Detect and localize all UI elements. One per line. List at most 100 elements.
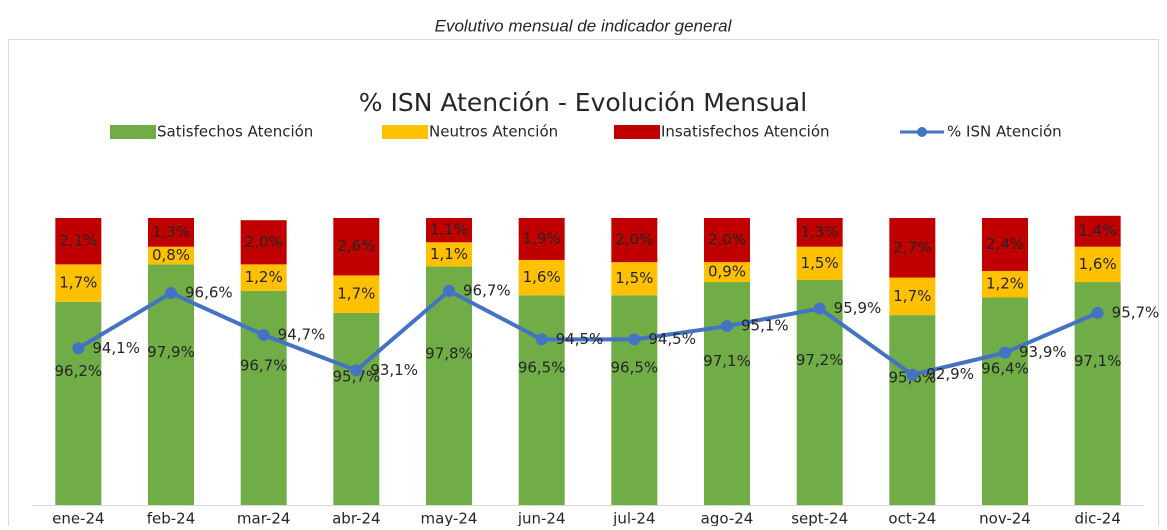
- caption: Evolutivo mensual de indicador general: [435, 16, 733, 35]
- bar-value-label: 97,8%: [425, 344, 473, 362]
- bar-value-label: 2,0%: [708, 231, 746, 249]
- bar-segment: [611, 295, 658, 505]
- bar-segment: [611, 218, 658, 263]
- bar-value-label: 0,9%: [708, 263, 746, 281]
- line-marker: [999, 346, 1011, 359]
- chart-title: % ISN Atención - Evolución Mensual: [359, 88, 807, 117]
- bar-segment: [889, 315, 936, 505]
- bar-value-label: 2,6%: [337, 237, 375, 255]
- bar-value-label: 1,3%: [152, 223, 190, 241]
- bar-segment: [426, 242, 472, 267]
- line-marker: [535, 333, 548, 346]
- line-value-label: 93,1%: [370, 361, 418, 379]
- bar-segment: [518, 295, 565, 505]
- line-value-label: 94,5%: [556, 330, 604, 348]
- line-value-label: 95,1%: [741, 317, 789, 335]
- legend-swatch: [614, 125, 660, 139]
- bar-value-label: 1,5%: [801, 254, 839, 272]
- bar-segment: [704, 282, 750, 505]
- bar-value-label: 1,7%: [59, 274, 97, 292]
- bar-segment: [148, 218, 194, 247]
- bar-value-label: 1,6%: [523, 268, 561, 286]
- bar-segment: [796, 246, 843, 280]
- bar-segment: [982, 297, 1028, 505]
- line-value-label: 95,9%: [834, 299, 882, 317]
- bar-value-label: 1,6%: [1079, 255, 1117, 273]
- line-marker: [443, 284, 455, 297]
- bar-value-label: 97,1%: [703, 352, 751, 370]
- bar-value-label: 97,2%: [796, 351, 844, 369]
- line-value-label: 93,9%: [1019, 343, 1067, 361]
- line-marker: [1091, 306, 1104, 319]
- bar-segment: [889, 277, 936, 316]
- bar-value-label: 1,2%: [245, 268, 283, 286]
- bar-segment: [889, 218, 936, 278]
- bar-segment: [518, 218, 565, 260]
- legend-marker: [917, 127, 927, 137]
- bar-segment: [426, 218, 472, 243]
- line-value-label: 94,7%: [278, 326, 326, 344]
- bar-value-label: 96,5%: [611, 359, 659, 377]
- bar-value-label: 2,0%: [245, 233, 283, 251]
- legend-label: Neutros Atención: [429, 123, 558, 141]
- line-marker: [906, 368, 919, 381]
- bar-value-label: 2,7%: [893, 238, 931, 256]
- line-value-label: 96,6%: [185, 284, 233, 302]
- line-marker: [165, 287, 177, 300]
- line-marker: [628, 333, 641, 346]
- bar-segment: [1074, 246, 1121, 283]
- legend-swatch: [382, 125, 428, 139]
- x-tick-label: mar-24: [237, 510, 291, 527]
- bar-segment: [333, 218, 380, 276]
- bar-segment: [1074, 215, 1121, 247]
- bar-value-label: 1,4%: [1079, 222, 1117, 240]
- line-value-label: 94,1%: [92, 339, 140, 357]
- legend-swatch: [110, 125, 156, 139]
- x-tick-label: abr-24: [332, 510, 380, 527]
- line-value-label: 92,9%: [926, 365, 974, 383]
- bar-value-label: 96,4%: [981, 360, 1029, 378]
- bar-value-label: 0,8%: [152, 246, 190, 264]
- line-marker: [257, 329, 270, 342]
- line-value-label: 94,5%: [648, 330, 696, 348]
- line-marker: [813, 302, 826, 315]
- bar-value-label: 1,1%: [430, 245, 468, 263]
- bar-segment: [704, 218, 750, 263]
- bar-segment: [55, 264, 102, 302]
- line: [77, 288, 1099, 377]
- bar-segment: [518, 259, 565, 296]
- bar-value-label: 1,5%: [615, 269, 653, 287]
- bar-value-label: 2,1%: [59, 232, 97, 250]
- bar-value-label: 97,1%: [1074, 352, 1122, 370]
- x-tick-label: ago-24: [701, 510, 754, 527]
- legend-label: % ISN Atención: [947, 123, 1062, 141]
- bar-segment: [240, 290, 287, 505]
- bar-segment: [982, 270, 1028, 298]
- bar-value-label: 96,7%: [240, 356, 288, 374]
- bar-segment: [55, 301, 102, 505]
- x-tick-label: jun-24: [517, 510, 566, 527]
- x-tick-label: oct-24: [888, 510, 936, 527]
- bar-segment: [796, 218, 843, 247]
- x-tick-label: dic-24: [1074, 510, 1120, 527]
- legend-label: Insatisfechos Atención: [661, 123, 830, 141]
- bar-value-label: 1,3%: [801, 223, 839, 241]
- bar-value-label: 97,9%: [147, 343, 195, 361]
- bar-segment: [55, 218, 102, 265]
- bar-value-label: 1,2%: [986, 275, 1024, 293]
- legend-label: Satisfechos Atención: [157, 123, 313, 141]
- x-tick-label: nov-24: [979, 510, 1031, 527]
- bar-segment: [333, 312, 380, 505]
- bar-value-label: 95,7%: [333, 367, 381, 385]
- line-value-label: 95,7%: [1112, 303, 1160, 321]
- bar-value-label: 1,9%: [523, 229, 561, 247]
- bar-segment: [148, 246, 194, 265]
- line-marker: [350, 364, 363, 377]
- bar-value-label: 2,4%: [986, 235, 1024, 253]
- bar-value-label: 1,7%: [337, 285, 375, 303]
- bar-value-label: 1,1%: [430, 221, 468, 239]
- line-value-label: 96,7%: [463, 281, 511, 299]
- line-marker: [721, 320, 733, 333]
- bar-segment: [240, 264, 287, 291]
